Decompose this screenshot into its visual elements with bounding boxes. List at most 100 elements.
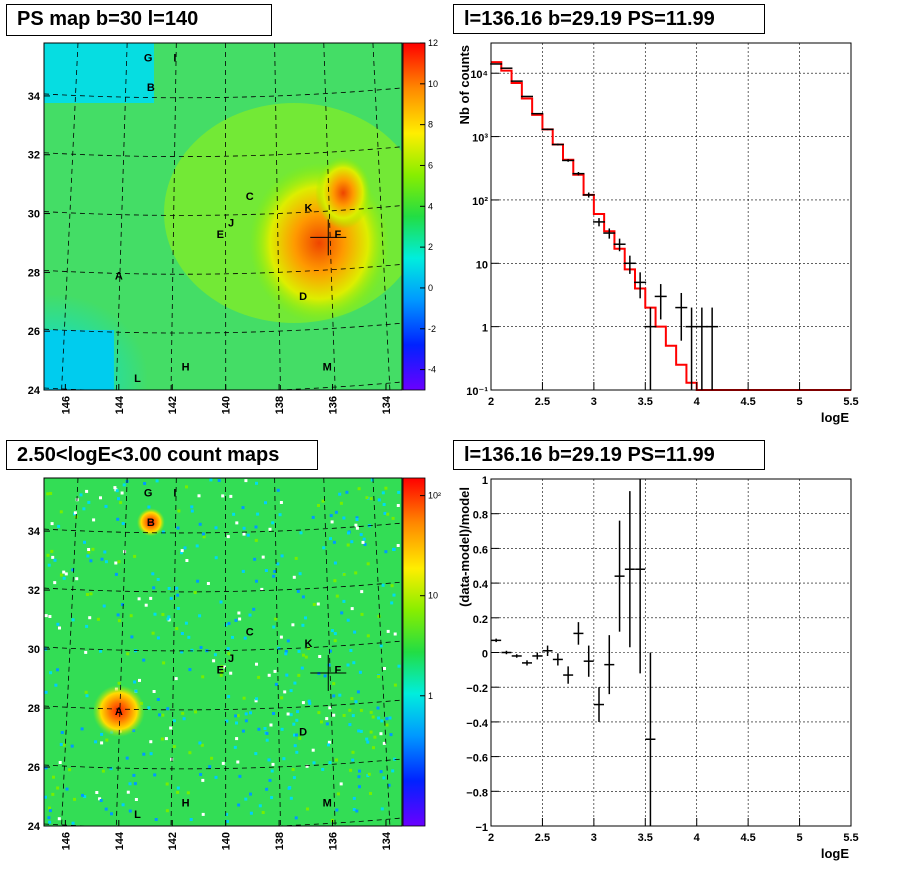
x-tick-label: 5 bbox=[797, 832, 803, 844]
map-noise-pixel bbox=[241, 506, 245, 510]
map-noise-pixel bbox=[104, 807, 108, 811]
map-noise-pixel bbox=[355, 516, 359, 520]
map-noise-pixel bbox=[233, 745, 237, 749]
map-noise-pixel bbox=[176, 786, 180, 790]
map-noise-pixel bbox=[104, 560, 108, 564]
map-noise-pixel bbox=[369, 730, 373, 734]
graticule-lon-line bbox=[61, 478, 79, 826]
map-noise-pixel bbox=[198, 522, 202, 526]
map-noise-pixel bbox=[80, 727, 84, 731]
map-noise-pixel bbox=[53, 581, 57, 585]
map-noise-pixel bbox=[190, 505, 194, 509]
map-noise-pixel bbox=[44, 614, 48, 618]
colorbar-tick-label: 10² bbox=[428, 491, 441, 501]
map-noise-pixel bbox=[62, 576, 66, 580]
map-noise-pixel bbox=[271, 762, 275, 766]
map-noise-pixel bbox=[213, 653, 217, 657]
map-noise-pixel bbox=[379, 644, 383, 648]
y-axis-label: Nb of counts bbox=[457, 45, 472, 124]
y-tick-label: −0.8 bbox=[466, 787, 488, 799]
map-noise-pixel bbox=[137, 597, 141, 601]
graticule-lat-line bbox=[44, 263, 402, 275]
map-noise-pixel bbox=[284, 652, 288, 656]
residual-title: l=136.16 b=29.19 PS=11.99 bbox=[453, 440, 765, 470]
map-noise-pixel bbox=[304, 616, 307, 620]
map-noise-pixel bbox=[305, 764, 309, 768]
x-tick-label: 138 bbox=[274, 832, 286, 850]
graticule-lon-line bbox=[372, 478, 391, 826]
map-noise-pixel bbox=[299, 531, 303, 535]
x-tick-label: 142 bbox=[167, 396, 179, 414]
map-noise-pixel bbox=[190, 509, 194, 513]
map-noise-pixel bbox=[133, 782, 137, 786]
map-noise-pixel bbox=[224, 623, 228, 627]
map-noise-pixel bbox=[92, 518, 96, 522]
map-noise-pixel bbox=[365, 496, 369, 500]
x-tick-label: 2.5 bbox=[535, 396, 550, 408]
map-noise-pixel bbox=[372, 746, 375, 750]
map-noise-pixel bbox=[56, 786, 60, 790]
map-noise-pixel bbox=[327, 740, 331, 744]
map-noise-pixel bbox=[117, 497, 120, 501]
map-noise-pixel bbox=[348, 708, 352, 712]
colorbar-tick-label: -2 bbox=[428, 324, 436, 334]
map-noise-pixel bbox=[185, 485, 188, 489]
plot-frame bbox=[490, 42, 852, 391]
map-noise-pixel bbox=[89, 592, 93, 596]
map-noise-pixel bbox=[317, 504, 320, 507]
map-noise-pixel bbox=[385, 717, 389, 721]
map-noise-pixel bbox=[199, 646, 203, 649]
map-noise-pixel bbox=[221, 761, 225, 765]
x-tick-label: 134 bbox=[381, 831, 393, 850]
map-noise-pixel bbox=[180, 632, 184, 635]
map-noise-pixel bbox=[161, 530, 165, 534]
map-noise-pixel bbox=[151, 572, 155, 576]
map-noise-pixel bbox=[172, 719, 176, 723]
map-noise-pixel bbox=[334, 510, 338, 514]
map-noise-pixel bbox=[99, 649, 103, 653]
colorbar-tick-label: -4 bbox=[428, 365, 436, 375]
map-noise-pixel bbox=[177, 509, 181, 513]
graticule-lat-line bbox=[44, 205, 402, 216]
map-noise-pixel bbox=[257, 675, 261, 679]
map-noise-pixel bbox=[48, 806, 51, 810]
map-noise-pixel bbox=[134, 798, 138, 801]
map-noise-pixel bbox=[167, 587, 171, 590]
map-noise-pixel bbox=[272, 712, 275, 715]
y-tick-label: 10³ bbox=[472, 133, 488, 145]
map-noise-pixel bbox=[365, 737, 369, 741]
map-noise-pixel bbox=[358, 785, 361, 789]
map-noise-pixel bbox=[268, 527, 272, 531]
map-noise-pixel bbox=[384, 486, 388, 490]
y-tick-label: 10 bbox=[476, 259, 488, 271]
map-noise-pixel bbox=[129, 614, 133, 618]
map-noise-pixel bbox=[164, 737, 168, 741]
y-tick-label: 28 bbox=[28, 703, 40, 715]
map-noise-pixel bbox=[176, 607, 180, 610]
map-noise-pixel bbox=[397, 664, 401, 668]
map-noise-pixel bbox=[220, 670, 224, 674]
map-noise-pixel bbox=[50, 522, 54, 526]
map-noise-pixel bbox=[155, 479, 159, 483]
map-noise-pixel bbox=[261, 811, 265, 814]
map-noise-pixel bbox=[180, 551, 183, 555]
map-noise-pixel bbox=[85, 489, 89, 493]
map-noise-pixel bbox=[392, 547, 396, 551]
map-noise-pixel bbox=[244, 719, 248, 723]
graticule-lat-line bbox=[44, 87, 402, 99]
map-noise-pixel bbox=[241, 729, 245, 733]
map-noise-pixel bbox=[286, 712, 290, 716]
map-noise-pixel bbox=[206, 582, 210, 585]
map-noise-pixel bbox=[382, 741, 386, 745]
map-noise-pixel bbox=[342, 714, 346, 717]
x-tick-label: 134 bbox=[381, 395, 393, 414]
map-noise-pixel bbox=[51, 555, 55, 559]
map-noise-pixel bbox=[96, 617, 100, 621]
map-noise-pixel bbox=[327, 663, 331, 667]
x-axis-label: logE bbox=[821, 410, 849, 425]
map-noise-pixel bbox=[318, 655, 322, 658]
map-noise-pixel bbox=[71, 618, 75, 622]
map-noise-pixel bbox=[147, 505, 151, 509]
map-noise-pixel bbox=[188, 668, 192, 672]
map-noise-pixel bbox=[166, 617, 170, 621]
